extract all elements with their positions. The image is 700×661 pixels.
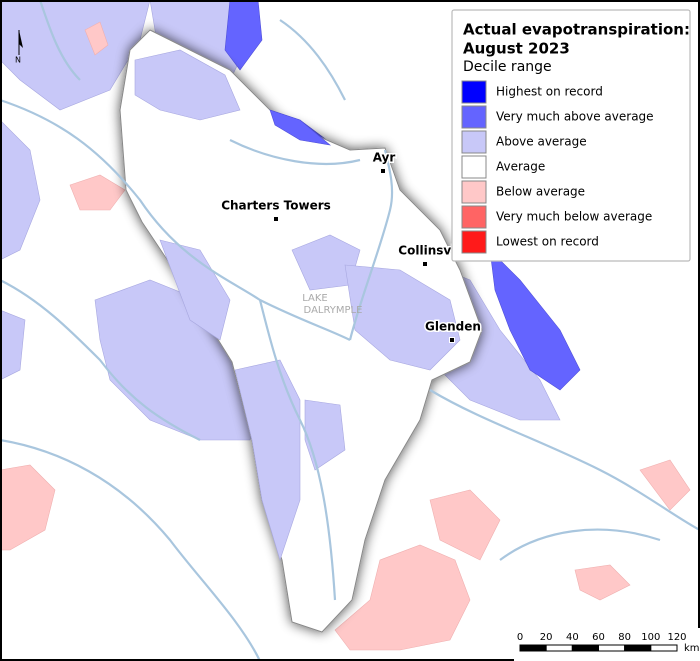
legend-swatch — [461, 105, 487, 129]
legend-title: Actual evapotranspiration: — [463, 21, 690, 39]
legend-label: Very much below average — [496, 210, 652, 224]
legend-subtitle: Decile range — [463, 59, 552, 75]
place-label: Ayr — [373, 151, 396, 165]
scale-tick-label: 80 — [618, 632, 631, 643]
place-label: Glenden — [425, 320, 481, 334]
legend-label: Average — [496, 160, 545, 174]
legend-label: Lowest on record — [496, 235, 599, 249]
legend-swatch — [461, 155, 487, 179]
scale-tick-label: 100 — [641, 632, 660, 643]
scale-unit: km — [684, 643, 700, 654]
outside-regions — [0, 0, 691, 651]
place-marker — [422, 261, 428, 267]
legend: Actual evapotranspiration: August 2023 D… — [451, 9, 691, 262]
place-marker — [449, 337, 455, 343]
legend-label: Highest on record — [496, 85, 603, 99]
legend-swatch — [461, 130, 487, 154]
legend-label: Very much above average — [496, 110, 654, 124]
scale-segment — [650, 644, 678, 652]
legend-swatch — [461, 180, 487, 204]
scale-segment — [519, 644, 547, 652]
scale-segment — [545, 644, 573, 652]
scale-segment — [571, 644, 599, 652]
lake-label: LAKE — [302, 293, 328, 304]
legend-period: August 2023 — [463, 40, 570, 58]
place-marker — [273, 216, 279, 222]
scale-segment — [598, 644, 626, 652]
legend-swatch — [461, 80, 487, 104]
place-marker — [380, 168, 386, 174]
lake-label: DALRYMPLE — [304, 305, 363, 316]
legend-label: Below average — [496, 185, 585, 199]
scale-tick-label: 0 — [517, 632, 523, 643]
scale-tick-label: 40 — [566, 632, 579, 643]
place-label: Charters Towers — [221, 199, 331, 213]
inside-regions — [134, 49, 461, 561]
legend-label: Above average — [496, 135, 587, 149]
north-arrow: N — [15, 30, 23, 65]
scale-tick-label: 20 — [540, 632, 553, 643]
legend-swatch — [461, 205, 487, 229]
north-label: N — [15, 56, 21, 65]
legend-box — [451, 9, 691, 262]
scale-segment — [624, 644, 652, 652]
scale-tick-label: 120 — [667, 632, 686, 643]
legend-swatch — [461, 230, 487, 254]
scale-tick-label: 60 — [592, 632, 605, 643]
